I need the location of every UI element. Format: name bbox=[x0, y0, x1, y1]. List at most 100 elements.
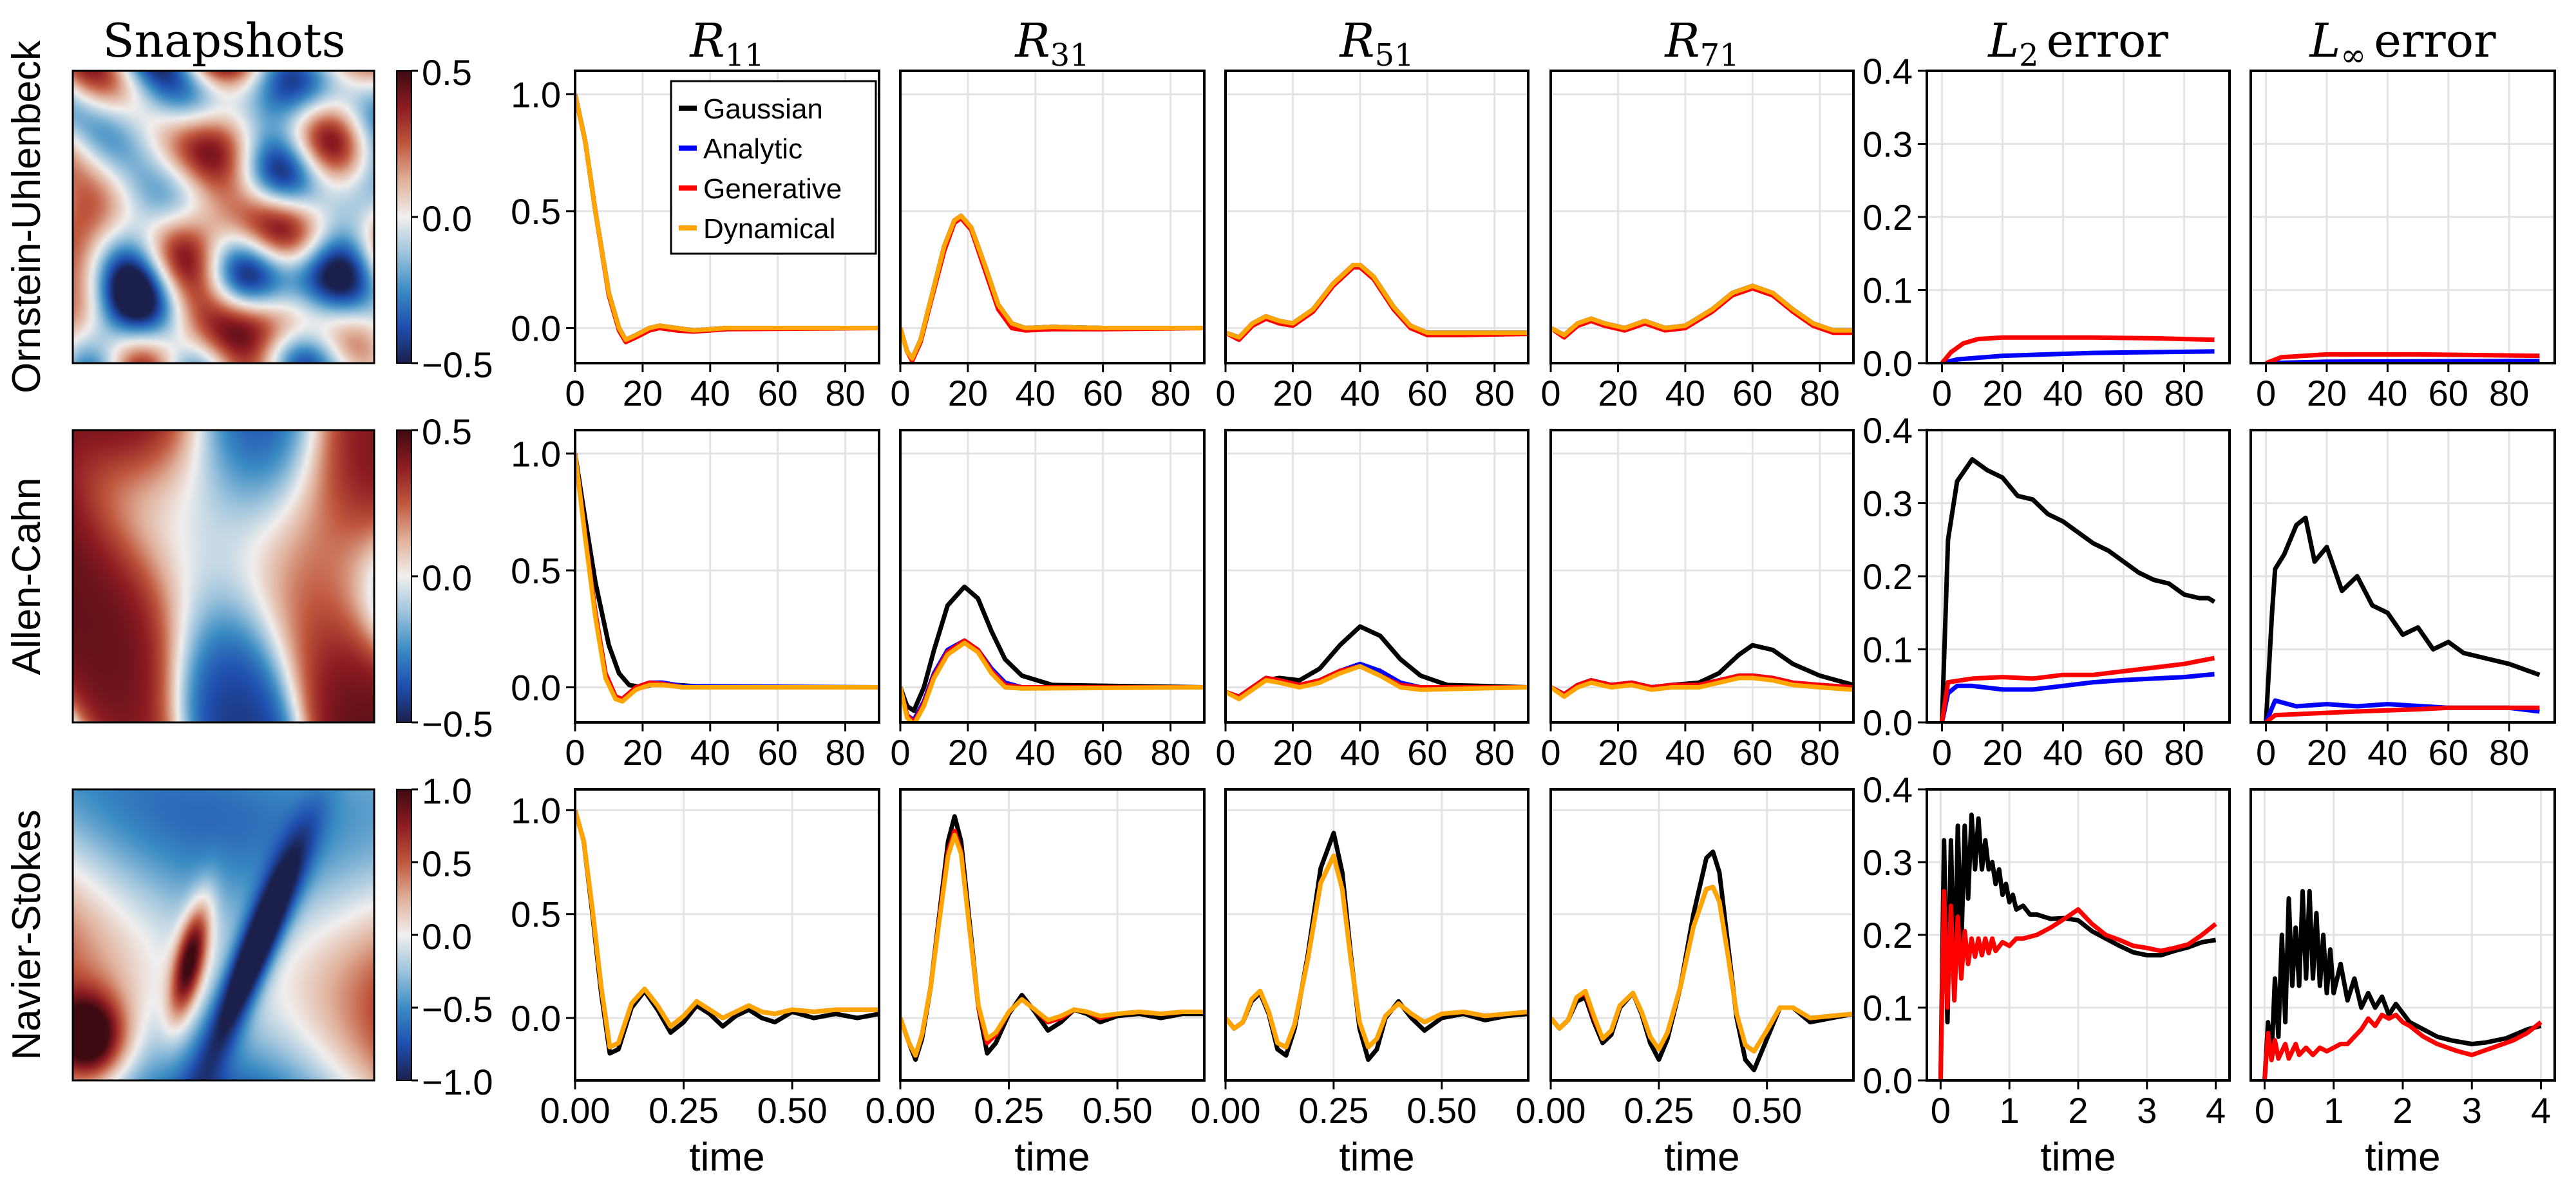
x-tick-label: 0.50 bbox=[757, 1090, 828, 1131]
series-line-generative bbox=[1940, 655, 2215, 722]
series-line-dynamical bbox=[900, 641, 1204, 722]
plot-frame bbox=[1224, 70, 1530, 364]
x-tick-label: 40 bbox=[2367, 732, 2407, 773]
y-tick-label: 0.3 bbox=[1862, 842, 1913, 883]
x-tick-label: 80 bbox=[2164, 373, 2204, 413]
x-axis-label: time bbox=[2365, 1135, 2440, 1180]
plot-area bbox=[575, 430, 879, 722]
x-tick-label: 40 bbox=[1016, 732, 1056, 773]
x-tick-label: 20 bbox=[623, 373, 663, 413]
snapshot-frame bbox=[71, 429, 375, 724]
x-tick-label: 20 bbox=[1273, 373, 1312, 413]
colorbar-tick-label: −0.5 bbox=[422, 704, 493, 744]
plot-frame bbox=[899, 70, 1206, 364]
chart-r0-c1: 0 20 40 60 80 bbox=[890, 70, 1206, 413]
title-symbol: L bbox=[2308, 14, 2340, 68]
row-label: Navier-Stokes bbox=[5, 809, 49, 1060]
series-line-analytic bbox=[1940, 672, 2215, 722]
colorbar bbox=[396, 789, 412, 1081]
title-subscript: 71 bbox=[1700, 37, 1739, 73]
x-tick-label: 4 bbox=[2531, 1090, 2551, 1131]
x-tick-label: 40 bbox=[2043, 732, 2083, 773]
column-title: R51 bbox=[1338, 14, 1414, 73]
series-group bbox=[575, 93, 879, 344]
series-line-generative bbox=[1938, 889, 2217, 1080]
legend-item: Gaussian bbox=[679, 93, 823, 125]
snapshot-row: Allen-Cahn 0.5 0.0 −0.5 bbox=[5, 411, 493, 744]
y-tick-label: 0.0 bbox=[1862, 702, 1913, 743]
snapshot-canvas bbox=[73, 430, 374, 722]
x-tick-label: 0 bbox=[1215, 373, 1235, 413]
series-line-gaussian bbox=[900, 584, 1204, 713]
y-tick-label: 0.1 bbox=[1862, 988, 1913, 1028]
x-tick-label: 0.00 bbox=[1191, 1090, 1261, 1131]
y-tick-label: 0.4 bbox=[1862, 51, 1913, 91]
x-axis-label: time bbox=[1664, 1135, 1739, 1180]
y-tick-label: 1.0 bbox=[511, 433, 561, 474]
x-tick-label: 80 bbox=[1475, 732, 1515, 773]
series-line-dynamical bbox=[575, 93, 879, 343]
plot-frame bbox=[1549, 70, 1855, 364]
plot-frame bbox=[1549, 429, 1855, 724]
y-tick-label: 1.0 bbox=[511, 74, 561, 115]
x-tick-label: 0 bbox=[1932, 373, 1952, 413]
colorbar-tick-label: 0.0 bbox=[422, 198, 472, 239]
x-tick-label: 0 bbox=[1540, 373, 1560, 413]
snapshot-heatmap bbox=[73, 430, 374, 722]
series-line-dynamical bbox=[1551, 283, 1853, 337]
y-tick-label: 0.0 bbox=[511, 668, 561, 708]
series-line-gaussian bbox=[1938, 813, 2217, 1080]
series-line-gaussian bbox=[2262, 889, 2542, 1080]
series-group bbox=[575, 453, 879, 704]
x-tick-label: 40 bbox=[2043, 373, 2083, 413]
y-tick-label: 0.2 bbox=[1862, 915, 1913, 955]
y-tick-label: 0.2 bbox=[1862, 556, 1913, 597]
x-tick-label: 0 bbox=[2255, 1090, 2275, 1131]
snapshot-heatmap bbox=[73, 71, 374, 363]
x-tick-label: 60 bbox=[2429, 732, 2468, 773]
y-tick-label: 0.5 bbox=[511, 191, 561, 232]
column-title: R71 bbox=[1663, 14, 1739, 73]
x-tick-label: 60 bbox=[2429, 373, 2468, 413]
chart-r1-c4: 0 20 40 60 80 0.0 0.1 0.2 0.3 0.4 bbox=[1862, 410, 2231, 773]
x-tick-label: 0 bbox=[1931, 1090, 1951, 1131]
x-tick-label: 40 bbox=[1340, 373, 1380, 413]
row-label: Allen-Cahn bbox=[5, 478, 49, 675]
title-symbol: R bbox=[1014, 14, 1050, 68]
plot-frame bbox=[1224, 429, 1530, 724]
title-symbol: R bbox=[1338, 14, 1374, 68]
series-line-dynamical bbox=[1226, 853, 1528, 1049]
x-tick-label: 40 bbox=[1665, 373, 1705, 413]
plot-area bbox=[1551, 430, 1853, 722]
title-subscript: 11 bbox=[725, 37, 764, 73]
x-tick-label: 40 bbox=[2367, 373, 2407, 413]
x-tick-label: 2 bbox=[2068, 1090, 2088, 1131]
x-tick-label: 20 bbox=[2307, 373, 2347, 413]
snapshot-frame bbox=[71, 788, 375, 1082]
legend-item: Generative bbox=[679, 173, 842, 205]
series-line-generative bbox=[2265, 352, 2540, 363]
snapshot-row: Ornstein-Uhlenbeck 0.5 0.0 −0.5 bbox=[5, 40, 493, 393]
x-tick-label: 80 bbox=[2489, 732, 2529, 773]
colorbar-tick-label: −0.5 bbox=[422, 989, 493, 1030]
plot-frame bbox=[899, 788, 1206, 1082]
x-tick-label: 0.25 bbox=[974, 1090, 1044, 1131]
series-group bbox=[1551, 849, 1853, 1073]
legend-label: Dynamical bbox=[703, 213, 835, 245]
chart-r1-c0: 0 20 40 60 80 0.0 0.5 1.0 bbox=[511, 429, 880, 773]
x-tick-label: 60 bbox=[1083, 373, 1123, 413]
title-symbol: L bbox=[1987, 14, 2019, 68]
chart-r1-c2: 0 20 40 60 80 bbox=[1215, 429, 1530, 773]
plot-area bbox=[1551, 789, 1853, 1080]
legend: Gaussian Analytic Generative Dynamical bbox=[670, 80, 877, 255]
series-line-dynamical bbox=[1551, 675, 1853, 699]
x-tick-label: 60 bbox=[758, 732, 798, 773]
title-subscript: ∞ bbox=[2340, 37, 2366, 73]
x-tick-label: 40 bbox=[1665, 732, 1705, 773]
series-group bbox=[1551, 283, 1853, 340]
x-tick-label: 80 bbox=[2489, 373, 2529, 413]
series-line-dynamical bbox=[1226, 664, 1528, 702]
